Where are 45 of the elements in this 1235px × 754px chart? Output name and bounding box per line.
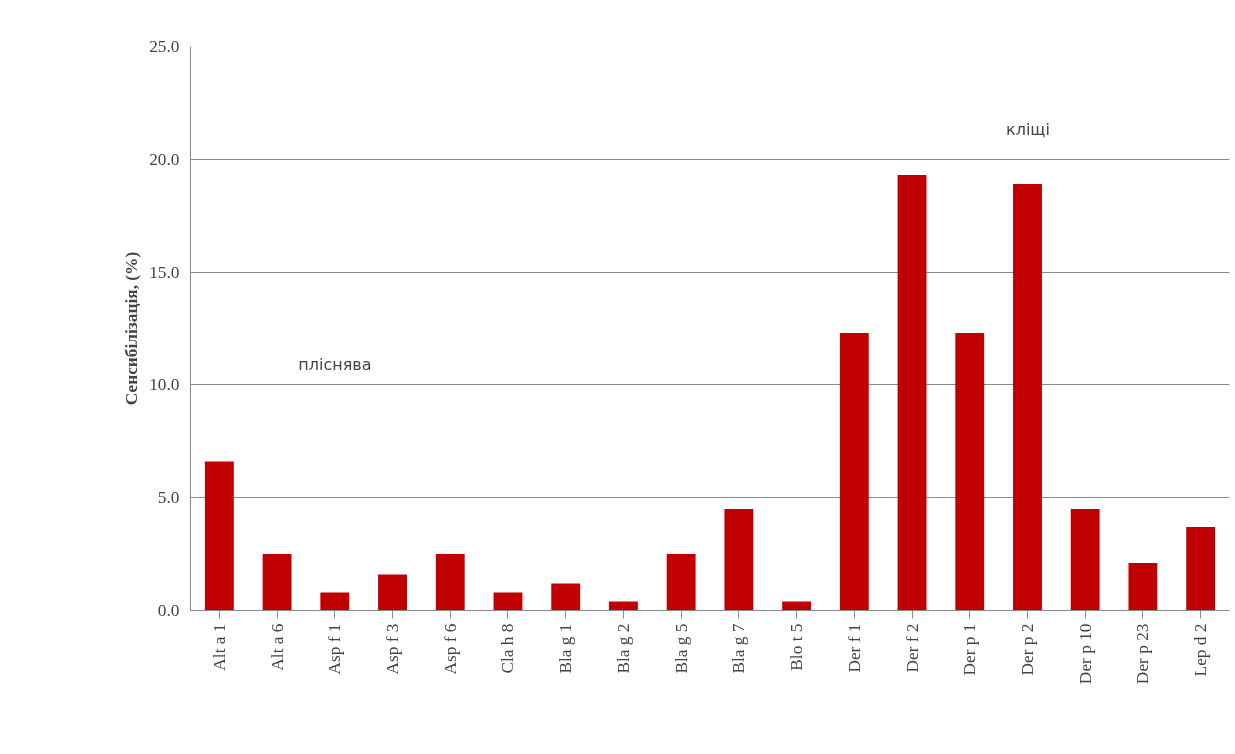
bar xyxy=(1186,527,1216,611)
x-tick-label: Asp f 3 xyxy=(383,623,403,675)
x-tick-label: Asp f 6 xyxy=(440,623,460,675)
bar xyxy=(897,175,927,611)
x-tick-label: Der p 1 xyxy=(960,623,980,676)
y-tick-label: 25.0 xyxy=(149,37,180,56)
y-tick-label: 0.0 xyxy=(157,601,180,620)
x-tick-label: Bla g 1 xyxy=(556,623,576,674)
bar xyxy=(262,554,292,611)
bar xyxy=(839,333,869,611)
x-tick-label: Bla g 7 xyxy=(729,623,749,674)
bar xyxy=(204,461,234,611)
bar xyxy=(608,601,638,611)
y-tick-label: 5.0 xyxy=(157,488,180,508)
y-tick-label: 20.0 xyxy=(149,149,180,169)
bar xyxy=(666,554,696,611)
x-tick-label: Der f 1 xyxy=(844,623,864,673)
x-tick-label: Bla g 5 xyxy=(671,623,691,674)
y-axis-title: Сенсибілізація, (%) xyxy=(122,251,142,406)
bar xyxy=(493,592,523,611)
x-tick-label: Alt a 1 xyxy=(209,623,229,671)
bar xyxy=(1013,184,1042,611)
bar xyxy=(724,508,754,611)
bar xyxy=(782,601,812,611)
y-tick-label: 10.0 xyxy=(149,375,180,395)
y-tick-label: 15.0 xyxy=(149,262,180,282)
x-tick-label: Blo t 5 xyxy=(787,623,807,671)
bar xyxy=(320,592,350,611)
annotation: кліщі xyxy=(1006,120,1050,140)
x-tick-label: Der p 10 xyxy=(1075,623,1095,685)
x-tick-label: Lep d 2 xyxy=(1191,623,1211,677)
x-tick-label: Cla h 8 xyxy=(498,623,518,674)
bar xyxy=(378,574,407,611)
x-tick-label: Asp f 1 xyxy=(325,623,345,675)
bar xyxy=(435,554,465,611)
x-tick-label: Der f 2 xyxy=(902,623,922,673)
bar xyxy=(1070,508,1100,611)
x-tick-label: Bla g 2 xyxy=(613,623,633,674)
bar xyxy=(551,583,581,611)
annotation: пліснява xyxy=(298,355,372,375)
bar xyxy=(1128,563,1158,611)
x-tick-label: Der p 2 xyxy=(1017,623,1037,676)
x-tick-label: Alt a 6 xyxy=(267,623,287,671)
bar xyxy=(955,333,985,611)
x-tick-label: Der p 23 xyxy=(1133,623,1153,685)
